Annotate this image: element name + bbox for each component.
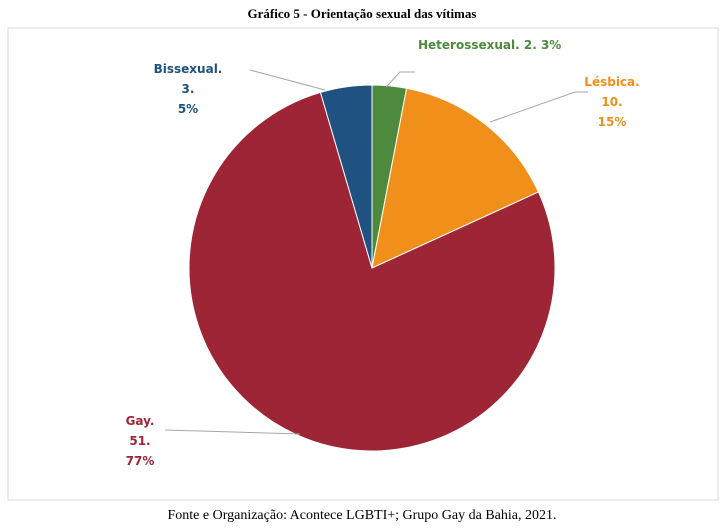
data-label: 5% (178, 102, 198, 116)
data-label: 3. (182, 82, 195, 96)
data-label: Gay. (126, 414, 155, 428)
data-label: 15% (598, 115, 627, 129)
leader-line (489, 91, 588, 123)
pie-slice (319, 84, 373, 269)
chart-frame (7, 27, 719, 501)
data-label: Heterossexual. 2. 3% (418, 38, 561, 52)
leader-line (164, 429, 301, 435)
leader-line (385, 71, 415, 88)
leader-line (249, 69, 326, 91)
pie-slice (188, 91, 556, 452)
data-label: 77% (126, 454, 155, 468)
pie-slice (371, 87, 540, 269)
data-label: 51. (129, 434, 150, 448)
leader-lines (164, 69, 588, 435)
pie (188, 84, 556, 452)
data-label: Bissexual. (154, 62, 223, 76)
chart-title: Gráfico 5 - Orientação sexual das vítima… (248, 6, 477, 21)
data-label: 10. (601, 95, 622, 109)
data-label: Lésbica. (584, 75, 639, 89)
source-note: Fonte e Organização: Acontece LGBTI+; Gr… (167, 508, 556, 523)
